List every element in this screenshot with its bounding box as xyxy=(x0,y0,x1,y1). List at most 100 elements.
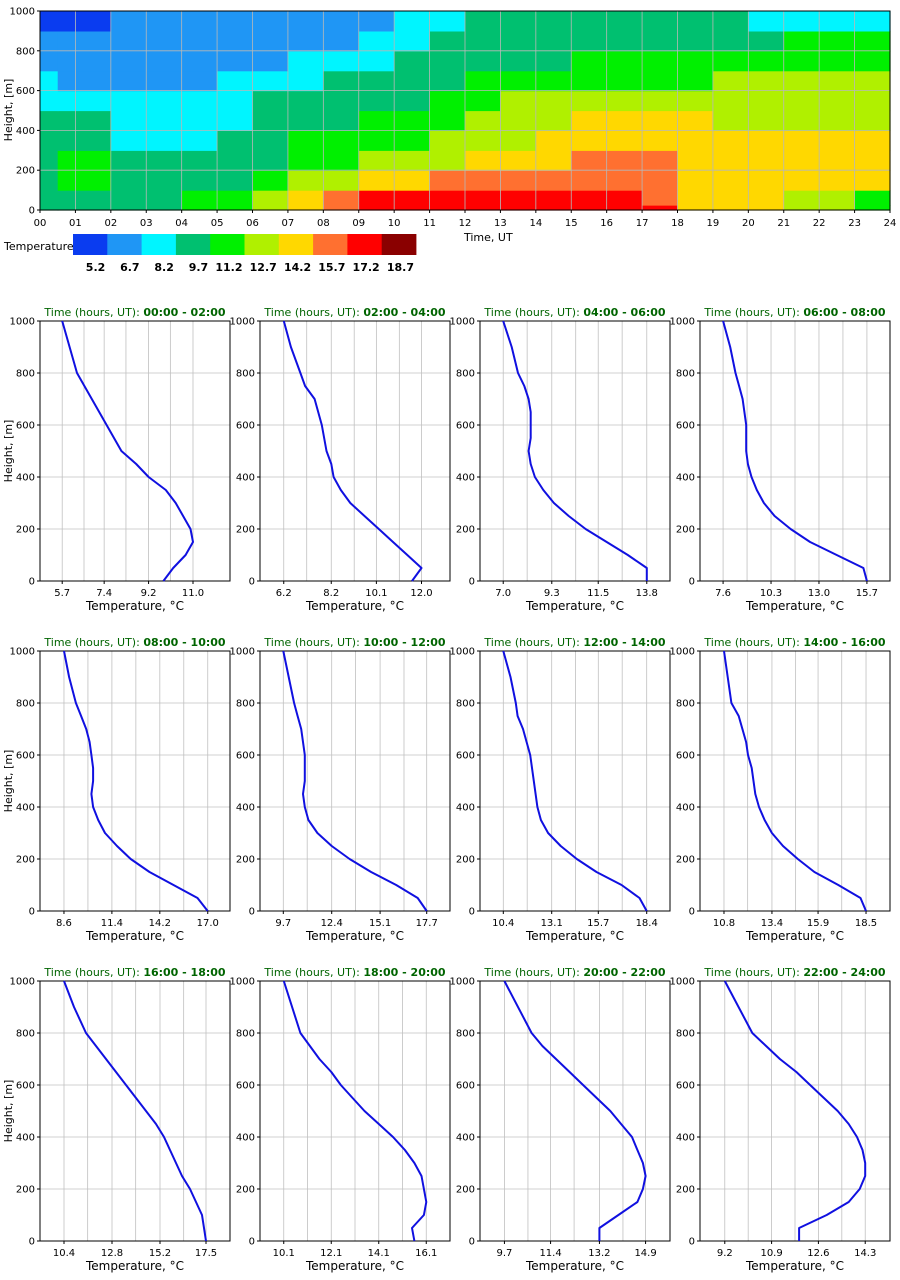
colorbar-label: 9.7 xyxy=(189,261,209,274)
heatmap-cell xyxy=(500,150,537,171)
heatmap-cell xyxy=(500,190,537,206)
heatmap-x-tick-label: 22 xyxy=(813,218,826,229)
temperature-profile-line xyxy=(502,650,648,912)
profile-x-tick-label: 9.7 xyxy=(496,1248,512,1259)
heatmap-cell xyxy=(323,130,360,151)
profile-y-tick-label: 0 xyxy=(469,1237,475,1248)
heatmap-cell xyxy=(57,150,77,171)
heatmap-cell xyxy=(181,30,218,52)
heatmap-cell xyxy=(819,190,856,206)
colorbar-label: 8.2 xyxy=(154,261,174,274)
heatmap-cell xyxy=(571,150,608,171)
profile-title: Time (hours, UT): 06:00 - 08:00 xyxy=(703,306,886,319)
profile-panel: Time (hours, UT): 04:00 - 06:00 7.0 9.3 11.… xyxy=(450,306,671,613)
heatmap-cell xyxy=(252,130,289,151)
heatmap-cell xyxy=(429,110,466,131)
profile-title-range: 16:00 - 18:00 xyxy=(143,966,226,979)
heatmap-cell xyxy=(394,150,431,171)
heatmap-cell xyxy=(677,190,714,206)
heatmap-cell xyxy=(854,70,891,92)
profile-y-tick-label: 1000 xyxy=(670,977,695,988)
heatmap-cell xyxy=(819,50,856,72)
profile-x-tick-label: 10.1 xyxy=(273,1248,295,1259)
heatmap-cell xyxy=(783,70,820,92)
heatmap-cell xyxy=(571,50,608,72)
profile-y-tick-label: 200 xyxy=(236,1185,255,1196)
profile-y-tick-label: 0 xyxy=(689,1237,695,1248)
heatmap-cell xyxy=(40,150,59,171)
profile-y-tick-label: 800 xyxy=(676,369,695,380)
heatmap-cell xyxy=(57,205,77,211)
heatmap-cell xyxy=(323,110,360,131)
heatmap-cell xyxy=(146,150,183,171)
heatmap-y-tick-label: 400 xyxy=(16,126,35,137)
profile-y-tick-label: 600 xyxy=(456,751,475,762)
colorbar-boxes xyxy=(73,234,417,255)
profile-y-tick-label: 800 xyxy=(676,699,695,710)
heatmap-cell xyxy=(110,50,147,72)
heatmap-cell xyxy=(252,205,289,211)
colorbar-label: 17.2 xyxy=(353,261,380,274)
heatmap-x-tick-label: 14 xyxy=(529,218,542,229)
heatmap-x-tick-label: 20 xyxy=(742,218,755,229)
heatmap-cell xyxy=(358,30,395,52)
heatmap-cell xyxy=(75,190,112,206)
heatmap-cell xyxy=(429,130,466,151)
heatmap-cell xyxy=(287,90,324,112)
heatmap-cell xyxy=(535,30,572,52)
heatmap-cell xyxy=(677,50,714,72)
heatmap-y-tick-label: 0 xyxy=(29,206,35,217)
profile-title-prefix: Time (hours, UT): xyxy=(263,306,363,319)
profile-xlabel: Temperature, °C xyxy=(85,1259,184,1273)
heatmap-cell xyxy=(748,130,785,151)
heatmap-cell xyxy=(819,90,856,112)
profile-x-tick-label: 7.6 xyxy=(715,588,731,599)
heatmap-cell xyxy=(854,190,891,206)
heatmap-cell xyxy=(217,170,254,191)
heatmap-x-tick-label: 11 xyxy=(423,218,436,229)
profile-title: Time (hours, UT): 04:00 - 06:00 xyxy=(483,306,666,319)
profile-xlabel: Temperature, °C xyxy=(85,929,184,943)
profile-frame xyxy=(699,980,891,1242)
heatmap-cell xyxy=(429,70,466,92)
heatmap-cell xyxy=(217,30,254,52)
profile-y-tick-label: 1000 xyxy=(230,977,255,988)
heatmap-cell xyxy=(571,110,608,131)
profile-title: Time (hours, UT): 16:00 - 18:00 xyxy=(43,966,226,979)
profile-y-tick-label: 600 xyxy=(456,1081,475,1092)
heatmap-x-tick-label: 17 xyxy=(636,218,649,229)
colorbar-box xyxy=(73,234,108,255)
heatmap-y-ticks: 0 200 400 600 800 1000 xyxy=(10,7,40,217)
heatmap-cell xyxy=(146,70,183,92)
heatmap-cell xyxy=(217,11,254,32)
heatmap-cell xyxy=(783,130,820,151)
profile-x-tick-label: 5.7 xyxy=(54,588,70,599)
heatmap-cell xyxy=(75,110,112,131)
temperature-profile-line xyxy=(282,980,428,1242)
heatmap-cell xyxy=(394,110,431,131)
heatmap-cell xyxy=(252,170,289,191)
heatmap-cell xyxy=(677,70,714,92)
heatmap-cell xyxy=(465,205,502,211)
profile-y-tick-label: 200 xyxy=(16,1185,35,1196)
heatmap-cell xyxy=(110,205,147,211)
heatmap-cell xyxy=(146,11,183,32)
heatmap-cell xyxy=(358,170,395,191)
profile-x-tick-label: 18.4 xyxy=(636,918,658,929)
heatmap-cell xyxy=(642,90,679,112)
heatmap-cell xyxy=(465,170,502,191)
heatmap-cell xyxy=(712,70,749,92)
profile-x-tick-label: 11.5 xyxy=(587,588,609,599)
heatmap-ylabel: Height, [m] xyxy=(2,79,15,142)
heatmap-cell xyxy=(110,190,147,206)
profile-y-tick-label: 0 xyxy=(249,577,255,588)
profile-y-tick-label: 200 xyxy=(456,855,475,866)
heatmap-cell xyxy=(57,90,77,112)
heatmap-cell xyxy=(110,150,147,171)
profile-title-range: 08:00 - 10:00 xyxy=(143,636,226,649)
heatmap-cell xyxy=(40,190,59,206)
profile-y-tick-label: 400 xyxy=(456,803,475,814)
heatmap-cell xyxy=(429,50,466,72)
heatmap-cell xyxy=(783,30,820,52)
profile-y-tick-label: 800 xyxy=(236,1029,255,1040)
